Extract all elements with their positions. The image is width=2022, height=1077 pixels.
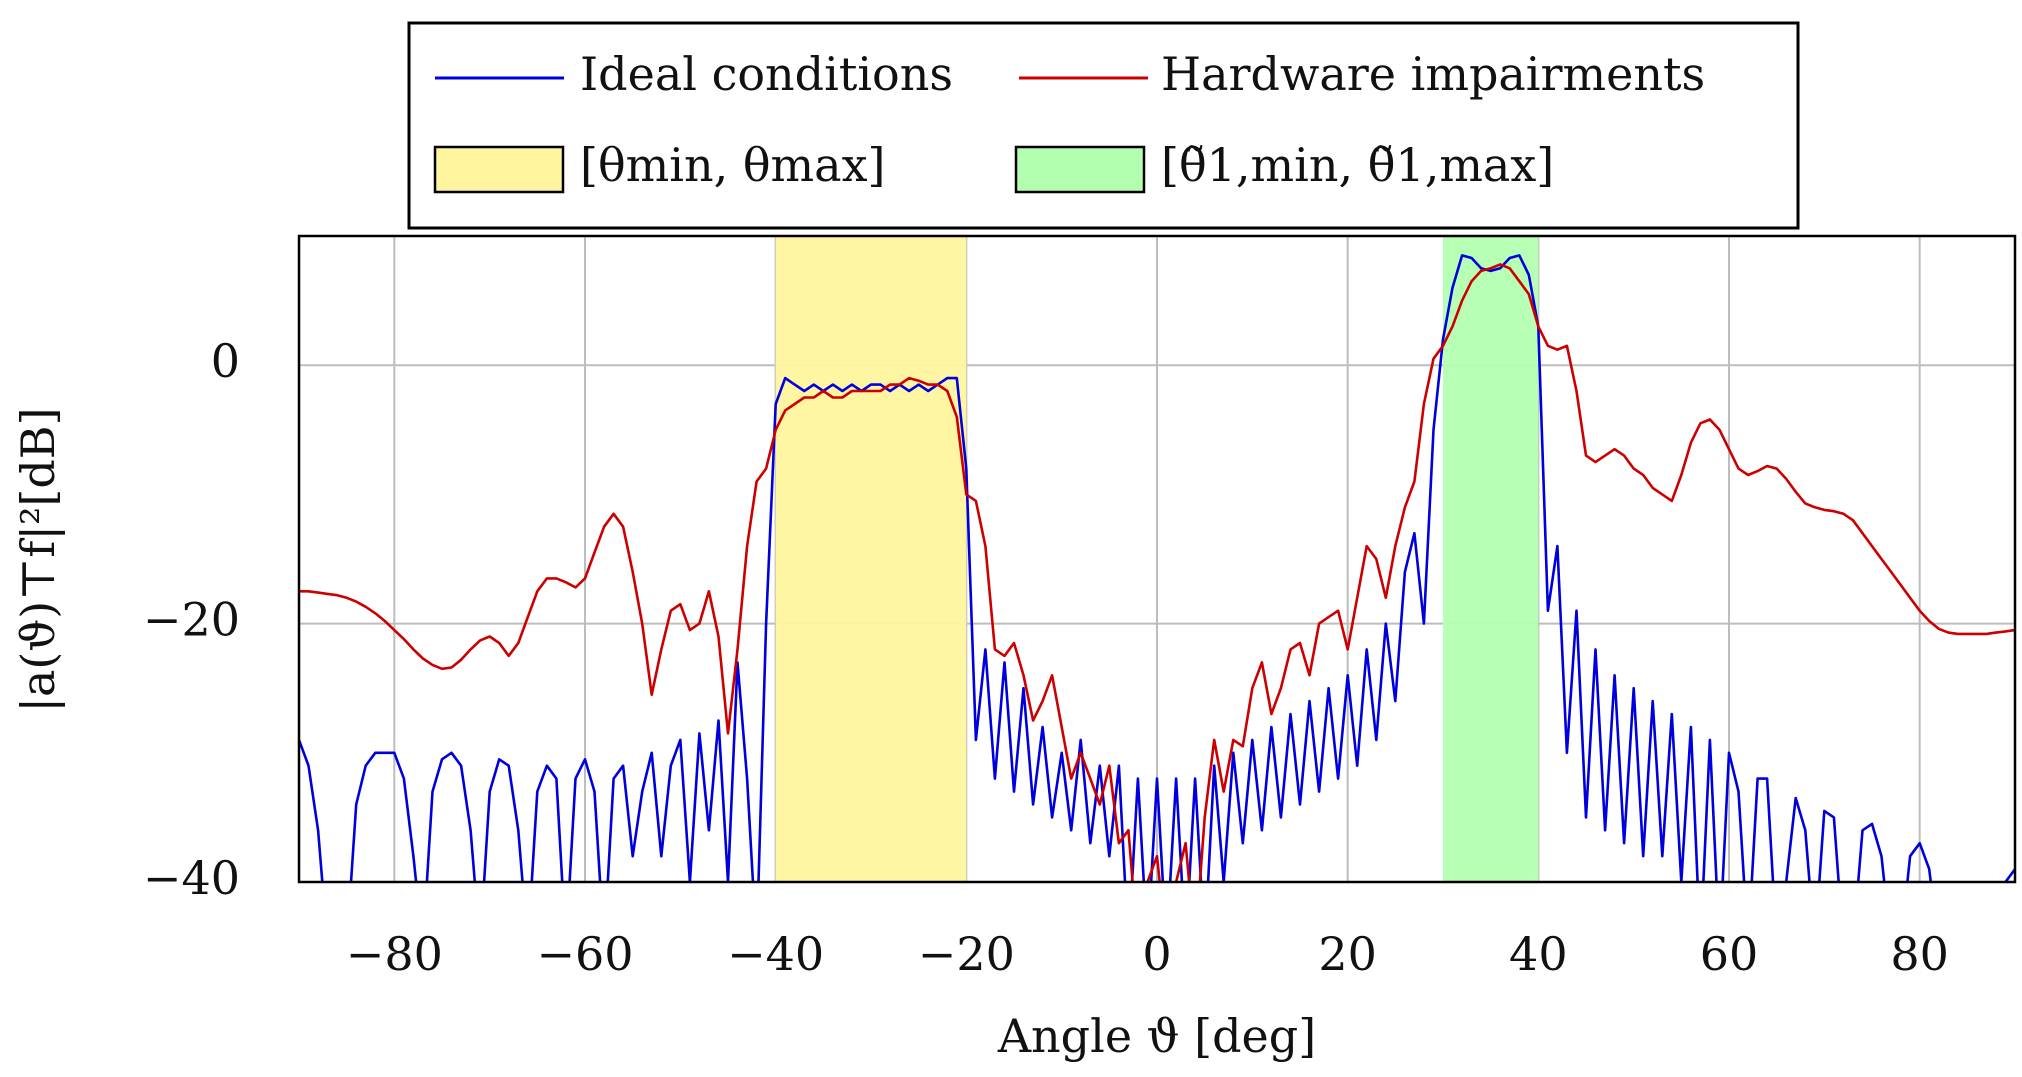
- x-axis-label: Angle ϑ [deg]: [997, 1009, 1316, 1063]
- data-line: [299, 263, 2015, 882]
- legend-label: [θmin, θmax]: [580, 138, 885, 192]
- x-tick-label: −20: [918, 927, 1015, 981]
- y-axis-label: |a(ϑ)⊤f|²[dB]: [11, 407, 65, 712]
- plot-frame: [297, 234, 2017, 884]
- legend-swatch: [433, 145, 565, 194]
- x-tick-label: 0: [1142, 927, 1171, 981]
- y-tick-label: 0: [211, 334, 240, 388]
- plot-lines: [299, 254, 2015, 882]
- shaded-region: [1443, 236, 1539, 882]
- plot-background: [299, 236, 2015, 883]
- x-tick-label: −60: [536, 927, 633, 981]
- legend-label: Hardware impairments: [1161, 47, 1705, 101]
- x-tick-label: −40: [727, 927, 824, 981]
- y-tick-label: −40: [143, 851, 240, 905]
- x-tick-label: 60: [1700, 927, 1759, 981]
- legend-label: Ideal conditions: [580, 47, 953, 101]
- y-tick-label: −20: [143, 593, 240, 647]
- legend-box: [407, 21, 1800, 230]
- x-tick-label: 80: [1890, 927, 1949, 981]
- x-tick-label: 40: [1509, 927, 1568, 981]
- legend-swatch: [1014, 145, 1146, 194]
- x-tick-label: 20: [1318, 927, 1377, 981]
- x-tick-label: −80: [346, 927, 443, 981]
- shaded-region: [775, 236, 967, 882]
- legend-label: [θ̃1,min, θ̃1,max]: [1161, 138, 1554, 192]
- legend: Ideal conditions Hardware impairments [θmi…: [433, 47, 1705, 194]
- data-line: [299, 254, 2015, 882]
